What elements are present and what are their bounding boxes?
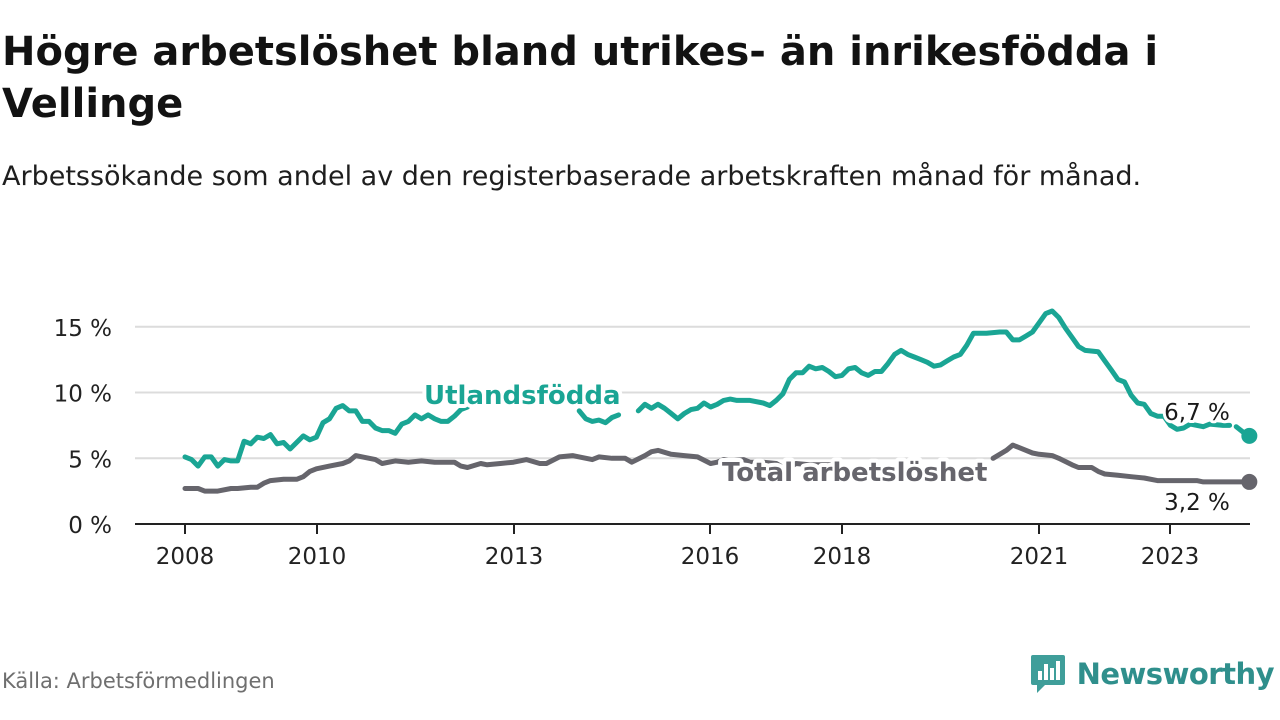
x-tick-label: 2016 xyxy=(681,544,740,570)
total-line xyxy=(182,447,838,494)
utlandsfodda-line xyxy=(635,308,1233,432)
total-end-label: 3,2 % xyxy=(1164,490,1230,516)
y-tick-label: 0 % xyxy=(68,513,112,539)
utlandsfodda-end-label-halo: 6,7 % xyxy=(1164,400,1230,426)
x-tick-label: 2013 xyxy=(485,544,544,570)
axes: 0 % 5 % 10 % 15 % 2008 2010 2013 2016 2018 2021 20… xyxy=(54,316,1250,570)
series-lines xyxy=(182,308,1258,494)
x-tick-label: 2010 xyxy=(288,544,347,570)
x-tick-label: 2021 xyxy=(1010,544,1069,570)
x-tick-label: 2018 xyxy=(813,544,872,570)
utlandsfodda-line xyxy=(182,403,470,469)
brand-name: Newsworthy xyxy=(1076,657,1275,691)
utlandsfodda-end-dot xyxy=(1241,427,1258,444)
x-tick-label: 2023 xyxy=(1141,544,1200,570)
utlandsfodda-label: Utlandsfödda xyxy=(424,381,621,411)
chart-subtitle: Arbetssökande som andel av den registerb… xyxy=(2,161,1142,192)
total-end-label-halo: 3,2 % xyxy=(1164,490,1230,516)
total-label: Total arbetslöshet xyxy=(722,458,987,488)
y-tick-label: 10 % xyxy=(54,382,112,408)
total-label-halo: Total arbetslöshet xyxy=(722,458,987,488)
brand-logo: Newsworthy xyxy=(1029,652,1275,696)
x-tick-label: 2008 xyxy=(156,544,215,570)
total-end-dot xyxy=(1241,473,1258,490)
total-line xyxy=(990,442,1252,485)
chart-title: Högre arbetslöshet bland utrikes- än inr… xyxy=(2,29,1159,127)
utlandsfodda-line xyxy=(576,408,622,426)
utlandsfodda-end-label: 6,7 % xyxy=(1164,400,1230,426)
y-tick-label: 15 % xyxy=(54,316,112,342)
utlandsfodda-label-halo: Utlandsfödda xyxy=(424,381,621,411)
source-note: Källa: Arbetsförmedlingen xyxy=(2,669,275,693)
newsworthy-logo-icon xyxy=(1030,655,1065,693)
y-tick-label: 5 % xyxy=(68,447,112,473)
